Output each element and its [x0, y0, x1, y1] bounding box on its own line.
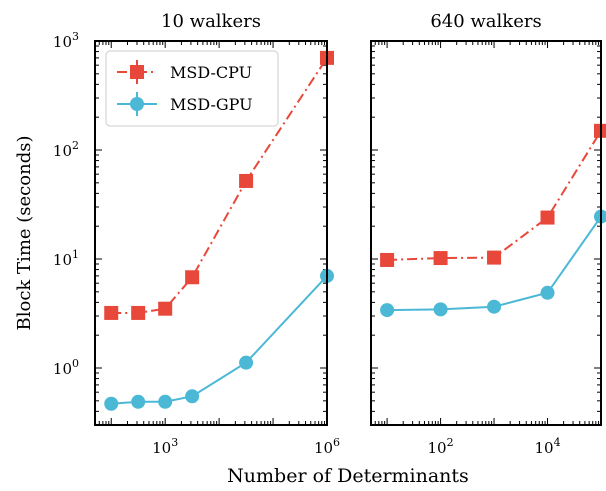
legend-label: MSD-CPU: [170, 63, 252, 82]
legend-label: MSD-GPU: [170, 95, 253, 114]
legend-box: [105, 50, 279, 127]
data-point-circle: [131, 394, 146, 409]
data-point-square: [185, 270, 200, 285]
data-point-circle: [540, 285, 555, 300]
series-msd-gpu: [380, 209, 606, 318]
x-tick-label: 103: [152, 436, 178, 457]
x-tick-label-exp: 2: [447, 436, 454, 449]
y-tick-label-base: 10: [53, 142, 72, 160]
x-tick-label-base: 10: [314, 439, 333, 457]
data-point-square: [104, 305, 119, 320]
plot-frame: [94, 40, 328, 426]
panel-title: 10 walkers: [161, 11, 261, 32]
y-tick-label: 100: [53, 357, 79, 378]
x-tick-label-exp: 6: [333, 436, 340, 449]
y-tick-label-base: 10: [53, 360, 72, 378]
y-tick-label-exp: 0: [72, 357, 79, 370]
plot-frame: [370, 40, 602, 426]
y-axis-label: Block Time (seconds): [14, 136, 35, 331]
x-tick-label-exp: 4: [554, 436, 561, 449]
data-point-square: [380, 252, 395, 267]
data-point-square: [239, 173, 254, 188]
series-msd-gpu: [104, 268, 334, 411]
data-point-square: [131, 305, 146, 320]
x-tick-label-base: 10: [534, 439, 553, 457]
y-tick-label: 102: [53, 139, 79, 160]
data-point-circle: [380, 303, 395, 318]
data-point-square: [158, 301, 173, 316]
data-point-circle: [239, 355, 254, 370]
y-tick-label-base: 10: [53, 251, 72, 269]
data-point-circle: [487, 299, 502, 314]
panel-title: 640 walkers: [430, 11, 541, 32]
y-tick-label-exp: 3: [72, 30, 79, 43]
y-tick-label: 101: [53, 248, 79, 269]
series-line: [111, 275, 328, 405]
data-point-circle: [104, 396, 119, 411]
y-tick-label-exp: 2: [72, 139, 79, 152]
x-axis-label: Number of Determinants: [227, 465, 469, 487]
x-tick-label-exp: 3: [171, 436, 178, 449]
series-msd-cpu: [380, 123, 606, 267]
x-tick-label: 106: [314, 436, 340, 457]
data-point-circle: [433, 302, 448, 317]
data-point-square: [540, 210, 555, 225]
legend-marker-square: [130, 65, 144, 79]
series-line: [387, 130, 602, 261]
x-tick-label: 104: [534, 436, 560, 457]
legend: MSD-CPU MSD-GPU: [105, 50, 279, 127]
y-tick-label: 103: [53, 30, 79, 51]
x-tick-label-base: 10: [152, 439, 171, 457]
data-point-square: [433, 251, 448, 266]
legend-marker-circle: [130, 97, 144, 111]
data-point-square: [487, 250, 502, 265]
data-point-circle: [185, 389, 200, 404]
data-point-circle: [158, 394, 173, 409]
y-tick-label-exp: 1: [72, 248, 79, 261]
x-tick-label-base: 10: [428, 439, 447, 457]
x-tick-label: 102: [428, 436, 454, 457]
y-tick-label-base: 10: [53, 33, 72, 51]
